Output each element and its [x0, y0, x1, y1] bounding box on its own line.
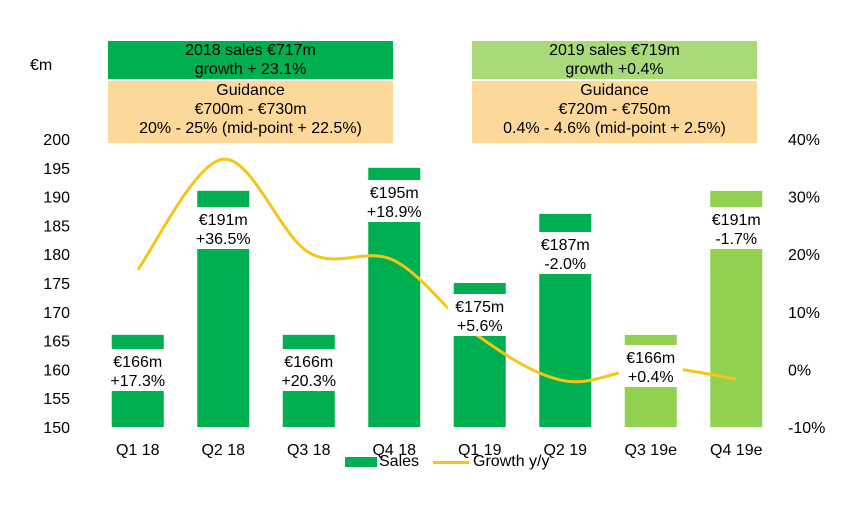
sales-summary-2019-line1: 2019 sales €719m [549, 42, 680, 59]
x-category-label: Q4 18 [372, 442, 416, 459]
guidance-range-2018: €700m - €730m [194, 101, 307, 118]
y-left-tick-label: 170 [43, 305, 70, 322]
data-label-growth: +20.3% [281, 373, 336, 390]
y-right-tick-label: 30% [788, 190, 820, 207]
x-category-label: Q3 19e [625, 442, 678, 459]
guidance-growth-2018: 20% - 25% (mid-point + 22.5%) [139, 120, 362, 137]
data-label-box [362, 180, 427, 222]
guidance-box-2019: Guidance €720m - €750m 0.4% - 4.6% (mid-… [472, 81, 757, 143]
data-label-box [533, 232, 598, 274]
y-left-tick-label: 195 [43, 161, 70, 178]
data-label-box [191, 207, 256, 249]
guidance-range-2019: €720m - €750m [558, 101, 671, 118]
sales-summary-2018: 2018 sales €717m growth + 23.1% [108, 41, 393, 79]
data-label-growth: +0.4% [628, 369, 674, 386]
guidance-title-2018: Guidance [216, 82, 285, 99]
legend-sales-label: Sales [379, 453, 420, 470]
x-category-label: Q2 18 [201, 442, 245, 459]
x-category-label: Q1 19 [458, 442, 502, 459]
guidance-growth-2019: 0.4% - 4.6% (mid-point + 2.5%) [503, 120, 726, 137]
data-label-value: €166m [626, 350, 675, 367]
data-label-value: €191m [199, 212, 248, 229]
guidance-box-2018: Guidance €700m - €730m 20% - 25% (mid-po… [108, 81, 393, 143]
y-left-tick-label: 185 [43, 218, 70, 235]
legend-growth-label: Growth y/y [473, 453, 550, 470]
data-label-box [447, 294, 512, 336]
data-label-growth: +17.3% [110, 373, 165, 390]
legend-sales-swatch [345, 457, 377, 467]
sales-summary-2018-line1: 2018 sales €717m [185, 42, 316, 59]
y-left-tick-label: 150 [43, 420, 70, 437]
y-left-tick-label: 160 [43, 362, 70, 379]
guidance-title-2019: Guidance [580, 82, 649, 99]
y-axis-unit-label: €m [30, 57, 53, 74]
data-label-box [276, 349, 341, 391]
data-label-growth: -2.0% [544, 256, 586, 273]
y-left-tick-label: 180 [43, 247, 70, 264]
y-left-tick-label: 155 [43, 391, 70, 408]
y-left-tick-label: 175 [43, 276, 70, 293]
data-label-value: €187m [541, 237, 590, 254]
y-right-tick-label: 20% [788, 247, 820, 264]
data-label-value: €166m [284, 354, 333, 371]
data-label-growth: +36.5% [196, 231, 251, 248]
sales-summary-2019-line2: growth +0.4% [565, 61, 664, 78]
x-category-label: Q4 19e [710, 442, 763, 459]
data-label-value: €191m [712, 212, 761, 229]
data-label-growth: +18.9% [367, 204, 422, 221]
x-category-label: Q3 18 [287, 442, 331, 459]
data-label-value: €175m [455, 299, 504, 316]
legend-growth-swatch [433, 460, 470, 464]
data-label-value: €166m [113, 354, 162, 371]
y-right-tick-label: -10% [788, 420, 825, 437]
data-label-growth: -1.7% [715, 231, 757, 248]
y-right-tick-label: 10% [788, 305, 820, 322]
sales-summary-2018-line2: growth + 23.1% [194, 61, 307, 78]
x-category-label: Q2 19 [543, 442, 587, 459]
sales-summary-2019: 2019 sales €719m growth +0.4% [472, 41, 757, 79]
data-label-value: €195m [370, 185, 419, 202]
y-right-tick-label: 40% [788, 132, 820, 149]
data-label-box [618, 345, 683, 387]
data-label-growth: +5.6% [457, 318, 503, 335]
y-left-tick-label: 190 [43, 190, 70, 207]
y-left-tick-label: 165 [43, 334, 70, 351]
x-category-label: Q1 18 [116, 442, 160, 459]
y-right-tick-label: 0% [788, 362, 811, 379]
data-label-box [105, 349, 170, 391]
y-left-tick-label: 200 [43, 132, 70, 149]
chart-legend: Sales Growth y/y [345, 453, 550, 471]
data-label-box [704, 207, 769, 249]
